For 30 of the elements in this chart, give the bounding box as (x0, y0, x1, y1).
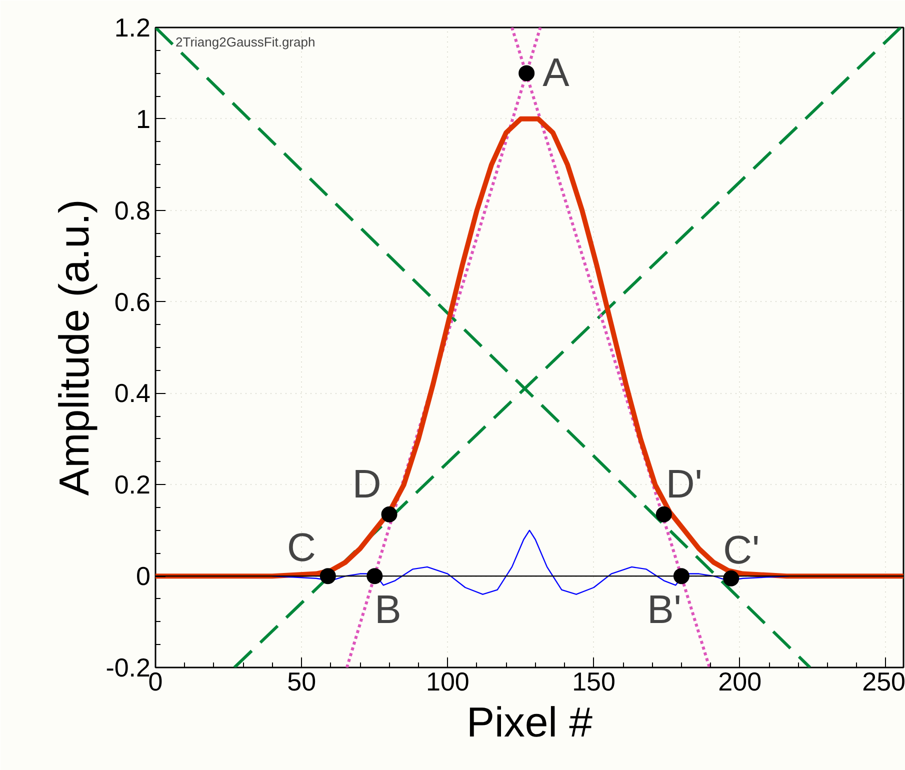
y-tick-label: 0.6 (114, 286, 151, 317)
point (723, 570, 740, 586)
x-tick-label: 250 (862, 666, 905, 696)
line-series (272, 530, 790, 595)
y-tick-label: 1.2 (114, 12, 151, 42)
point (656, 506, 672, 522)
x-axis-title: Pixel # (466, 698, 594, 746)
point (366, 568, 383, 584)
x-tick-label: 50 (287, 666, 316, 696)
annotation: D' (666, 462, 702, 506)
annotation: D (352, 462, 382, 506)
annotation: C' (723, 528, 760, 572)
point (518, 65, 535, 82)
annotation: 2Triang2GaussFit.graph (176, 34, 316, 50)
y-axis-title: Amplitude (a.u.) (50, 199, 98, 496)
annotation: B' (647, 588, 682, 632)
annotation: A (542, 51, 570, 96)
annotation: B (374, 588, 402, 632)
annotation: C (287, 526, 316, 570)
x-tick-label: 150 (572, 666, 616, 696)
y-tick-label: 0 (136, 561, 151, 592)
point (320, 568, 336, 584)
point (381, 506, 398, 522)
y-tick-label: 1 (136, 104, 151, 134)
x-tick-label: 100 (426, 666, 470, 696)
x-tick-label: 200 (718, 666, 762, 696)
y-tick-label: 0.4 (114, 378, 151, 408)
y-tick-label: 0.2 (114, 470, 151, 500)
point (673, 568, 690, 584)
y-tick-label: 0.8 (114, 195, 151, 226)
